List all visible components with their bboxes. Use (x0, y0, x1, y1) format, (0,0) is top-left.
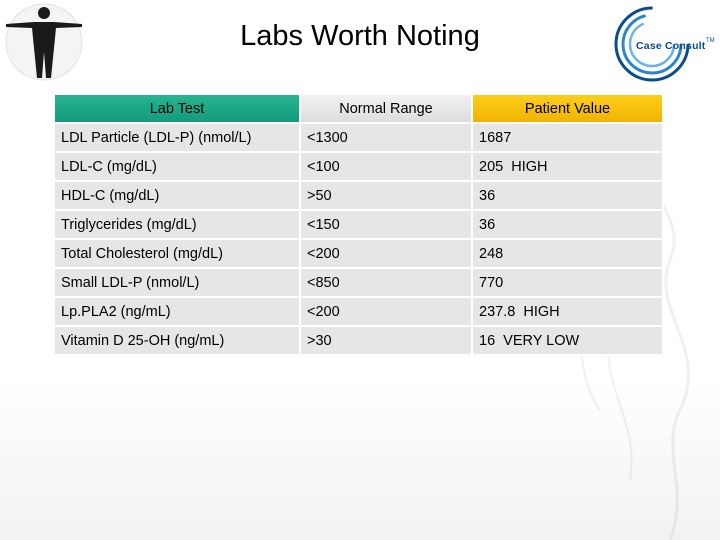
labs-table: Lab Test Normal Range Patient Value LDL … (53, 93, 664, 356)
lab-test-cell: Total Cholesterol (mg/dL) (55, 240, 299, 267)
patient-value-cell: 36 (473, 211, 662, 238)
logo-text: Case Consult (636, 40, 706, 52)
table-row: Vitamin D 25-OH (ng/mL) >30 16 VERY LOW (55, 327, 662, 354)
header-normal-range: Normal Range (301, 95, 471, 122)
patient-value-cell: 205 HIGH (473, 153, 662, 180)
normal-range-cell: <200 (301, 298, 471, 325)
vitruvian-man-icon (5, 3, 83, 81)
table-row: LDL Particle (LDL-P) (nmol/L) <1300 1687 (55, 124, 662, 151)
patient-value-cell: 237.8 HIGH (473, 298, 662, 325)
patient-value-cell: 16 VERY LOW (473, 327, 662, 354)
lab-test-cell: Lp.PLA2 (ng/mL) (55, 298, 299, 325)
slide-title: Labs Worth Noting (240, 20, 480, 52)
normal-range-cell: >50 (301, 182, 471, 209)
lab-test-cell: LDL-C (mg/dL) (55, 153, 299, 180)
table-row: LDL-C (mg/dL) <100 205 HIGH (55, 153, 662, 180)
table-row: Triglycerides (mg/dL) <150 36 (55, 211, 662, 238)
header-patient-value: Patient Value (473, 95, 662, 122)
lab-test-cell: Vitamin D 25-OH (ng/mL) (55, 327, 299, 354)
lab-test-cell: LDL Particle (LDL-P) (nmol/L) (55, 124, 299, 151)
patient-value-cell: 770 (473, 269, 662, 296)
lab-test-cell: HDL-C (mg/dL) (55, 182, 299, 209)
table-row: Lp.PLA2 (ng/mL) <200 237.8 HIGH (55, 298, 662, 325)
header-lab-test: Lab Test (55, 95, 299, 122)
normal-range-cell: <200 (301, 240, 471, 267)
normal-range-cell: >30 (301, 327, 471, 354)
table-row: Total Cholesterol (mg/dL) <200 248 (55, 240, 662, 267)
table-header-row: Lab Test Normal Range Patient Value (55, 95, 662, 122)
logo-trademark: TM (706, 38, 715, 44)
normal-range-cell: <100 (301, 153, 471, 180)
table-row: HDL-C (mg/dL) >50 36 (55, 182, 662, 209)
lab-test-cell: Small LDL-P (nmol/L) (55, 269, 299, 296)
normal-range-cell: <1300 (301, 124, 471, 151)
case-consult-logo-icon (614, 6, 690, 82)
table-row: Small LDL-P (nmol/L) <850 770 (55, 269, 662, 296)
lab-test-cell: Triglycerides (mg/dL) (55, 211, 299, 238)
normal-range-cell: <850 (301, 269, 471, 296)
patient-value-cell: 248 (473, 240, 662, 267)
patient-value-cell: 1687 (473, 124, 662, 151)
normal-range-cell: <150 (301, 211, 471, 238)
patient-value-cell: 36 (473, 182, 662, 209)
